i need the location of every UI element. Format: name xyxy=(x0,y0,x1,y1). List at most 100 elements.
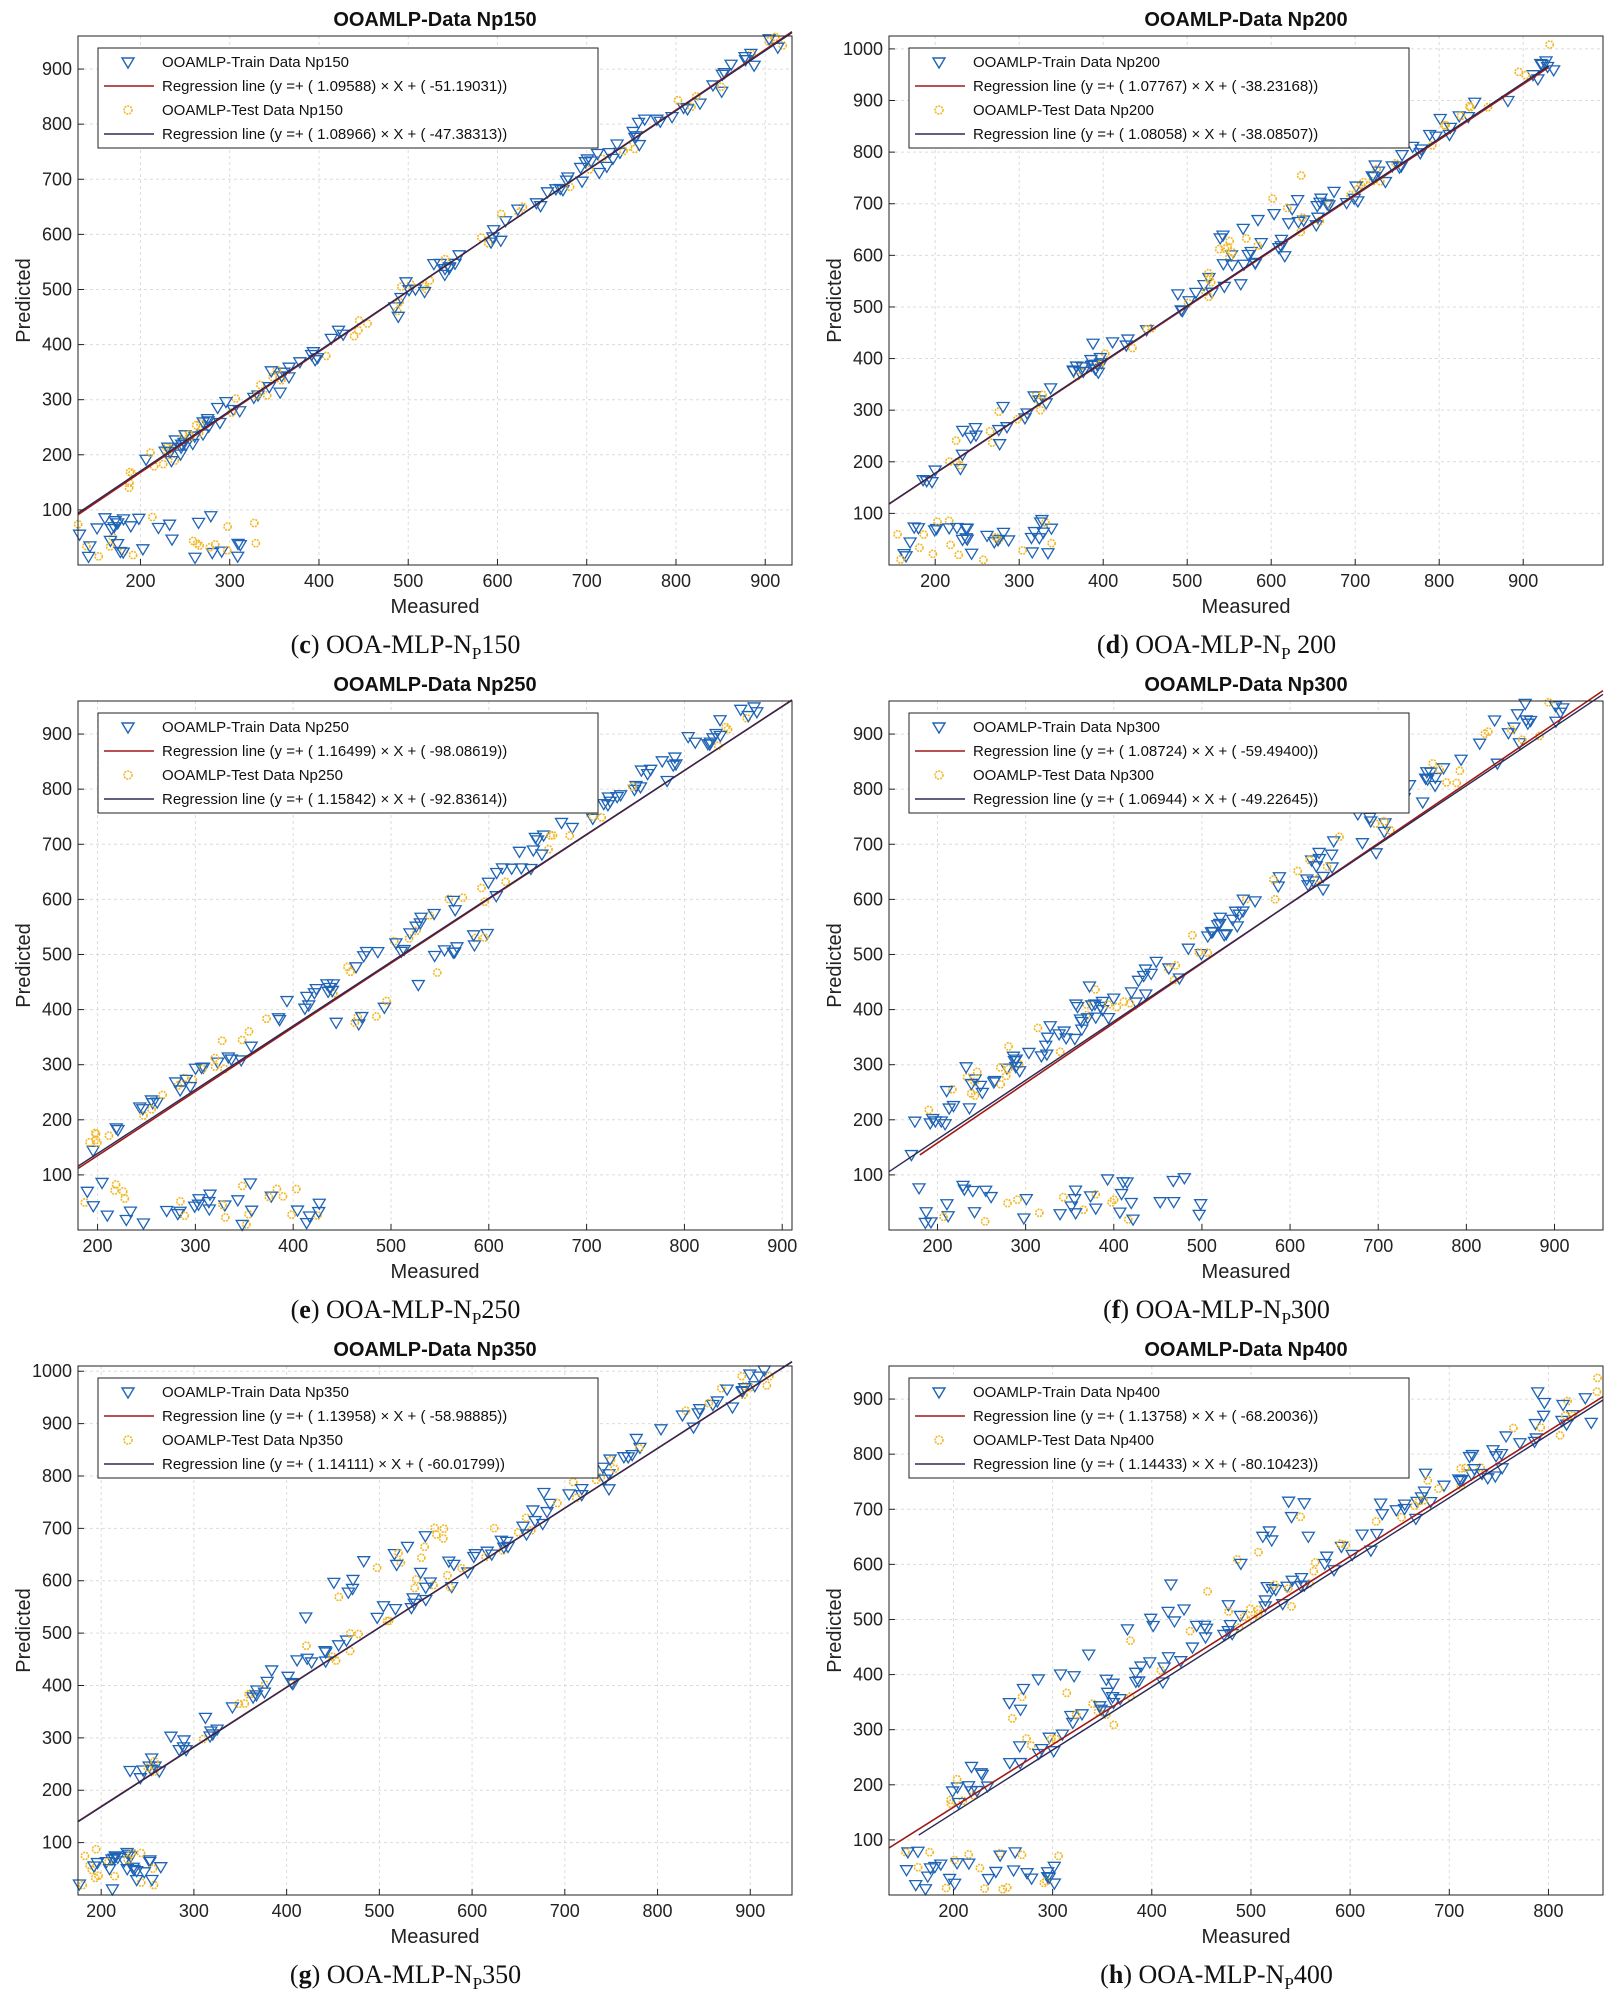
train-point xyxy=(1299,874,1314,887)
train-point xyxy=(1454,1474,1469,1487)
train-point xyxy=(144,1753,159,1766)
train-point xyxy=(688,737,703,750)
train-point xyxy=(168,1077,183,1090)
train-point xyxy=(1215,230,1231,243)
y-tick-label: 500 xyxy=(42,1623,72,1643)
test-point xyxy=(739,1381,749,1391)
test-point xyxy=(1336,1539,1345,1549)
test-point xyxy=(1456,1464,1466,1473)
train-point xyxy=(667,752,683,765)
train-point xyxy=(915,475,931,487)
train-point xyxy=(264,366,279,379)
train-point xyxy=(331,325,346,338)
test-point xyxy=(1476,1463,1485,1472)
train-point xyxy=(1533,58,1548,71)
train-point xyxy=(1312,197,1328,210)
test-point xyxy=(432,968,442,977)
train-point xyxy=(444,1581,459,1594)
test-point xyxy=(995,1062,1005,1072)
train-point xyxy=(1228,906,1243,919)
train-point xyxy=(1067,1033,1083,1046)
test-point xyxy=(962,1072,972,1082)
legend-box xyxy=(908,712,1410,814)
train-point xyxy=(183,1081,198,1094)
test-point xyxy=(1214,244,1224,254)
train-point xyxy=(911,1183,927,1196)
y-tick-label: 300 xyxy=(853,1055,883,1075)
train-point xyxy=(1373,1498,1388,1511)
scatter-chart: OOAMLP-Data Np150 200 300 400 500 600 700 800 90… xyxy=(13,9,793,618)
y-axis-label: Predicted xyxy=(13,1588,35,1673)
train-point xyxy=(90,1857,105,1870)
test-point xyxy=(913,1862,923,1872)
train-point xyxy=(163,1731,179,1744)
chart-panel-np400: OOAMLP-Data Np400 200 300 400 500 600 700 800 10… xyxy=(811,1330,1622,1995)
train-point xyxy=(1247,896,1263,909)
train-point xyxy=(1555,703,1570,716)
train-point xyxy=(244,1041,259,1054)
test-point xyxy=(980,1884,990,1893)
train-point xyxy=(484,1549,499,1562)
train-point xyxy=(1177,1173,1192,1186)
caption-np300: (f) OOA-MLP-NP300 xyxy=(1103,1295,1330,1329)
test-point xyxy=(1022,1734,1031,1743)
train-point xyxy=(1100,1687,1115,1700)
test-point xyxy=(240,1699,250,1708)
y-tick-label: 900 xyxy=(42,724,72,744)
y-tick-label: 100 xyxy=(42,1833,72,1853)
x-tick-label: 300 xyxy=(1038,1901,1068,1921)
train-point xyxy=(102,1863,117,1876)
train-point xyxy=(1042,1872,1057,1885)
test-point xyxy=(180,1211,190,1221)
train-point xyxy=(94,1177,110,1190)
test-point xyxy=(585,165,594,174)
train-point xyxy=(418,1582,433,1595)
test-point xyxy=(110,1871,120,1881)
train-point xyxy=(1428,131,1444,144)
test-point xyxy=(1055,1047,1065,1057)
test-point xyxy=(350,1018,360,1028)
test-point xyxy=(1248,1614,1257,1624)
test-point xyxy=(394,1548,403,1558)
test-point xyxy=(951,436,961,446)
train-point xyxy=(1452,1475,1468,1488)
train-point xyxy=(202,1731,218,1744)
train-point xyxy=(243,1178,258,1191)
train-point xyxy=(1369,848,1384,861)
test-point xyxy=(1268,194,1277,203)
test-point xyxy=(429,1580,438,1590)
test-point xyxy=(1428,759,1438,768)
train-point xyxy=(1149,956,1164,969)
test-point xyxy=(262,1014,271,1024)
train-point xyxy=(245,1692,261,1705)
train-point xyxy=(1260,1581,1275,1594)
train-point xyxy=(142,1856,157,1869)
train-point xyxy=(959,533,974,546)
train-point xyxy=(1124,1197,1139,1210)
test-point xyxy=(526,1526,536,1535)
train-point xyxy=(1311,847,1327,860)
train-point xyxy=(302,1211,317,1224)
train-point xyxy=(1105,1678,1121,1691)
train-point xyxy=(1213,233,1228,246)
train-point xyxy=(1274,234,1289,247)
train-point xyxy=(632,139,647,152)
x-tick-label: 200 xyxy=(125,571,155,591)
train-point xyxy=(394,946,409,959)
train-regression-line xyxy=(888,1395,1604,1849)
train-point xyxy=(120,1864,135,1876)
legend-entry: OOAMLP-Test Data Np300 xyxy=(973,767,1154,784)
train-point xyxy=(960,523,975,536)
train-point xyxy=(725,1402,740,1415)
y-axis-label: Predicted xyxy=(824,923,846,1008)
y-tick-label: 600 xyxy=(42,1571,72,1591)
train-point xyxy=(1125,1214,1141,1227)
test-point xyxy=(1452,778,1462,788)
train-point xyxy=(1112,1207,1128,1220)
train-point xyxy=(1265,1583,1280,1596)
x-tick-label: 500 xyxy=(1236,1901,1266,1921)
train-point xyxy=(191,1199,206,1212)
test-point xyxy=(1517,735,1527,745)
train-point xyxy=(298,1612,313,1625)
train-point xyxy=(710,1396,725,1409)
